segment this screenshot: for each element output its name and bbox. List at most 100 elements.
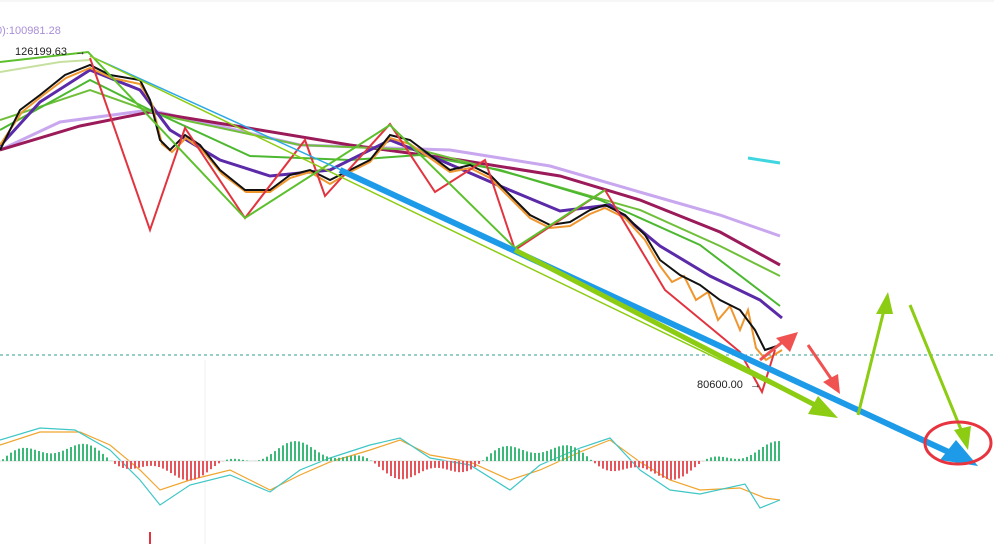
histogram-bar: [722, 456, 724, 461]
histogram-bar: [2, 459, 4, 461]
histogram-bar: [326, 456, 328, 461]
histogram-bar: [470, 461, 472, 470]
histogram-bar: [474, 461, 476, 467]
histogram-bar: [534, 452, 536, 461]
histogram-bar: [678, 461, 680, 479]
histogram-bar: [402, 461, 404, 480]
histogram-bar: [10, 452, 12, 461]
histogram-bar: [358, 455, 360, 461]
histogram-bar: [778, 441, 780, 461]
histogram-bar: [606, 461, 608, 471]
histogram-bar: [522, 450, 524, 461]
histogram-bar: [758, 449, 760, 461]
histogram-bar: [726, 457, 728, 461]
histogram-bar: [514, 447, 516, 461]
histogram-bar: [398, 461, 400, 480]
histogram-bar: [26, 447, 28, 461]
histogram-bar: [42, 452, 44, 461]
histogram-bar: [742, 458, 744, 461]
histogram-bar: [542, 452, 544, 461]
histogram-bar: [282, 445, 284, 461]
histogram-bar: [310, 447, 312, 461]
red-up-arrowhead: [776, 332, 798, 352]
histogram-bar: [598, 461, 600, 467]
histogram-bar: [502, 446, 504, 461]
ma-light-green: [0, 59, 91, 73]
histogram-bar: [330, 457, 332, 461]
histogram-bar: [706, 458, 708, 461]
histogram-bar: [714, 456, 716, 461]
histogram-bar: [494, 450, 496, 461]
histogram-bar: [638, 461, 640, 468]
macd-signal: [0, 431, 781, 501]
green-thin-trend: [89, 55, 821, 409]
histogram-bar: [234, 458, 236, 461]
histogram-bar: [266, 456, 268, 461]
histogram-bar: [554, 447, 556, 461]
histogram-bar: [562, 445, 564, 461]
histogram-bar: [558, 446, 560, 461]
histogram-bar: [366, 458, 368, 461]
histogram-bar: [50, 453, 52, 461]
histogram-bar: [342, 457, 344, 461]
ma-orange: [0, 66, 783, 362]
histogram-bar: [322, 454, 324, 461]
histogram-bar: [466, 461, 468, 472]
histogram-bar: [694, 461, 696, 468]
histogram-bar: [306, 444, 308, 461]
histogram-bar: [138, 461, 140, 468]
histogram-bar: [610, 461, 612, 472]
histogram-bar: [618, 461, 620, 471]
histogram-bar: [686, 461, 688, 474]
histogram-bar: [718, 456, 720, 461]
histogram-bar: [454, 461, 456, 472]
histogram-bar: [90, 445, 92, 461]
blue-trend-arrow: [338, 167, 957, 458]
histogram-bar: [710, 457, 712, 461]
histogram-bar: [734, 458, 736, 461]
histogram-bar: [446, 461, 448, 470]
histogram-bar: [214, 461, 216, 467]
histogram-bar: [390, 461, 392, 477]
high-arrow: →: [75, 46, 86, 58]
histogram-bar: [354, 455, 356, 461]
low-price-label: 80600.00: [697, 379, 743, 391]
histogram-bar: [526, 451, 528, 461]
histogram-bar: [386, 461, 388, 474]
histogram-bar: [6, 455, 8, 461]
histogram-bar: [30, 448, 32, 461]
histogram-bar: [506, 446, 508, 461]
histogram-bar: [774, 441, 776, 461]
histogram-bar: [166, 461, 168, 471]
histogram-bar: [662, 461, 664, 478]
histogram-bar: [498, 448, 500, 461]
histogram-bar: [294, 441, 296, 461]
blue-arrowhead: [940, 440, 978, 466]
histogram-bar: [698, 461, 700, 464]
histogram-bar: [414, 461, 416, 476]
histogram-bar: [646, 461, 648, 470]
histogram-bar: [198, 461, 200, 478]
green-down-arrow: [908, 304, 964, 433]
histogram-bar: [318, 452, 320, 461]
histogram-bar: [362, 456, 364, 461]
histogram-bar: [418, 461, 420, 474]
red-down-arrowhead: [823, 374, 840, 394]
histogram-bar: [170, 461, 172, 474]
ma-green-fast: [0, 78, 781, 307]
histogram-bar: [78, 444, 80, 461]
histogram-bar: [670, 461, 672, 480]
histogram-bar: [186, 461, 188, 481]
histogram-bar: [602, 461, 604, 469]
histogram-bar: [338, 457, 340, 461]
histogram-bar: [622, 461, 624, 470]
histogram-bar: [18, 448, 20, 461]
histogram-bar: [98, 450, 100, 461]
histogram-bar: [218, 461, 220, 464]
histogram-bar: [350, 455, 352, 461]
histogram-bar: [658, 461, 660, 476]
histogram-bar: [278, 448, 280, 461]
histogram-bar: [458, 461, 460, 473]
ma-maroon: [0, 110, 781, 267]
histogram-bar: [46, 453, 48, 461]
